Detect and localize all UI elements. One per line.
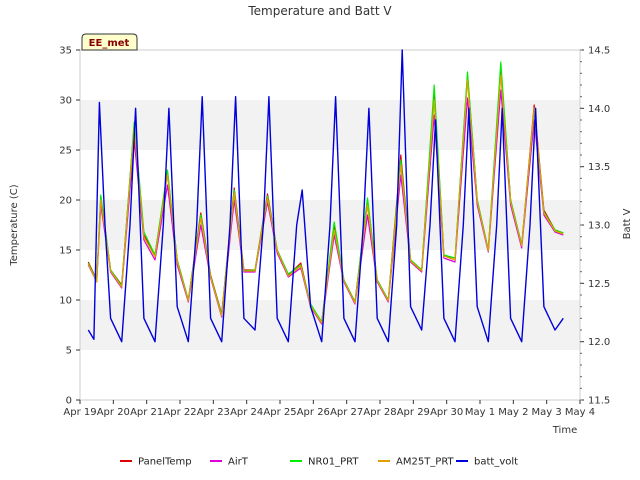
y-tick-label: 30 <box>59 96 72 107</box>
grid-band <box>80 300 580 350</box>
station-badge-label: EE_met <box>89 38 130 49</box>
y-axis-title: Temperature (C) <box>9 184 20 266</box>
legend-label: PanelTemp <box>138 457 192 468</box>
x-tick-label: Apr 21 <box>130 407 163 418</box>
x-tick-label: Apr 23 <box>197 407 230 418</box>
legend-label: AirT <box>228 457 249 468</box>
y-tick-label: 25 <box>59 146 72 157</box>
x-tick-label: Apr 19 <box>63 407 96 418</box>
x-tick-label: May 1 <box>465 407 495 418</box>
y2-tick-label: 12.5 <box>588 279 610 290</box>
temperature-series-lines <box>87 61 564 325</box>
chart-title: Temperature and Batt V <box>247 4 392 18</box>
y2-tick-label: 12.0 <box>588 337 610 348</box>
legend: PanelTemp AirT NR01_PRT AM25T_PRT batt_volt <box>120 457 518 468</box>
x-axis-title: Time <box>552 425 577 436</box>
series-line-am25t-prt <box>87 74 564 324</box>
y-tick-label: 15 <box>59 246 72 257</box>
y-axis-right: 11.5 12.0 12.5 13.0 13.5 14.0 14.5 <box>580 46 610 407</box>
x-tick-label: Apr 30 <box>430 407 463 418</box>
y-tick-label: 20 <box>59 196 72 207</box>
y2-tick-label: 13.0 <box>588 221 610 232</box>
x-tick-label: Apr 27 <box>330 407 363 418</box>
y2-tick-label: 14.5 <box>588 46 610 57</box>
x-tick-label: Apr 22 <box>163 407 196 418</box>
x-tick-label: Apr 25 <box>263 407 296 418</box>
x-tick-label: Apr 24 <box>230 407 263 418</box>
x-tick-label: Apr 28 <box>363 407 396 418</box>
y-tick-label: 35 <box>59 46 72 57</box>
x-tick-label: May 4 <box>565 407 595 418</box>
legend-label: NR01_PRT <box>308 457 359 468</box>
y2-axis-title: Batt V <box>622 208 633 239</box>
legend-label: batt_volt <box>474 457 518 468</box>
grid-band <box>80 50 580 100</box>
x-tick-label: Apr 20 <box>97 407 130 418</box>
x-tick-label: Apr 26 <box>297 407 330 418</box>
grid-band <box>80 150 580 200</box>
y2-tick-label: 11.5 <box>588 396 610 407</box>
series-line-batt-volt <box>87 49 564 343</box>
batt-volt-series-line <box>87 49 564 343</box>
x-axis: Apr 19 Apr 20 Apr 21 Apr 22 Apr 23 Apr 24 Apr … <box>63 400 595 418</box>
x-tick-label: May 2 <box>498 407 528 418</box>
grid-band <box>80 350 580 400</box>
legend-label: AM25T_PRT <box>396 457 455 468</box>
y-tick-label: 0 <box>66 396 72 407</box>
y2-tick-label: 13.5 <box>588 162 610 173</box>
y2-tick-label: 14.0 <box>588 104 610 115</box>
station-badge: EE_met <box>81 33 138 51</box>
y-tick-label: 10 <box>59 296 72 307</box>
x-tick-label: May 3 <box>532 407 562 418</box>
x-tick-label: Apr 29 <box>397 407 430 418</box>
y-axis-left: 0 5 10 15 20 25 30 35 <box>59 46 80 407</box>
y-tick-label: 5 <box>66 346 72 357</box>
